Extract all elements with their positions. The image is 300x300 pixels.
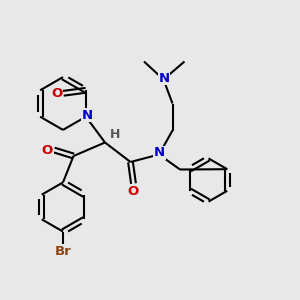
Text: O: O [51, 87, 62, 100]
Text: O: O [128, 184, 139, 198]
Text: N: N [158, 71, 170, 85]
Text: N: N [82, 109, 93, 122]
Text: Br: Br [55, 244, 71, 258]
Text: N: N [154, 146, 165, 160]
Text: O: O [42, 143, 53, 157]
Text: H: H [110, 128, 121, 142]
